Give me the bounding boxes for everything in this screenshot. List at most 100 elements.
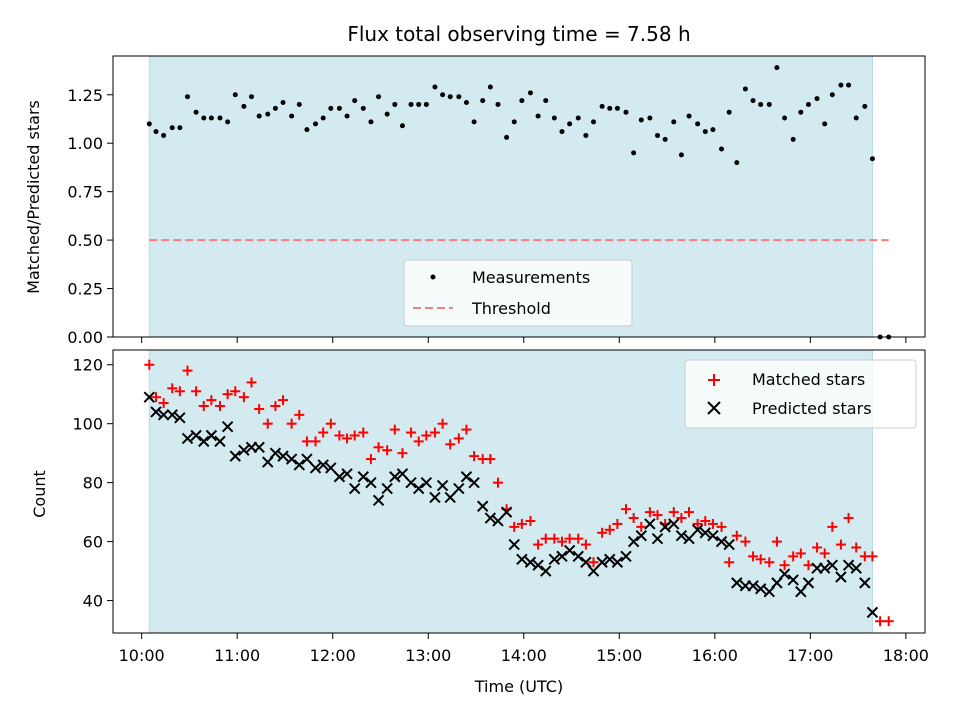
- bottom-legend: Matched stars Predicted stars: [684, 359, 917, 429]
- measurement-point: [241, 103, 247, 109]
- matched-star-point: [144, 359, 155, 370]
- measurement-point: [662, 136, 668, 142]
- predicted-star-point: [238, 444, 250, 456]
- predicted-star-point: [309, 462, 322, 474]
- matched-star-point: [373, 442, 384, 453]
- top-y-ticks: 0.00 0.25 0.50 0.75 1.00 1.25: [67, 86, 113, 347]
- measurement-point: [695, 121, 701, 127]
- legend-threshold-label: Threshold: [471, 299, 551, 318]
- matched-star-point: [628, 513, 639, 524]
- predicted-star-point: [468, 476, 480, 489]
- legend-predicted-label: Predicted stars: [752, 399, 872, 418]
- measurement-point: [846, 82, 852, 88]
- measurement-point: [256, 113, 262, 119]
- measurement-point: [392, 101, 398, 107]
- matched-star-point: [676, 513, 687, 524]
- measurement-point: [352, 98, 358, 104]
- measurement-point: [790, 136, 796, 142]
- measurement-point: [734, 160, 740, 166]
- predicted-star-point: [181, 432, 194, 445]
- bottom-plot-frame: [112, 349, 926, 634]
- x-tick-label: 15:00: [596, 646, 642, 665]
- measurement-point: [399, 123, 405, 129]
- legend-measurements-marker: [430, 274, 436, 280]
- matched-star-point: [453, 433, 464, 444]
- predicted-star-point: [731, 577, 743, 589]
- measurement-point: [146, 121, 152, 127]
- measurement-point: [614, 105, 620, 111]
- predicted-star-point: [389, 471, 401, 483]
- predicted-stars-points: [143, 391, 879, 619]
- predicted-star-point: [866, 606, 879, 619]
- measurement-point: [265, 111, 271, 117]
- x-tick-label: 16:00: [692, 646, 738, 665]
- top-legend: Measurements Threshold: [403, 259, 633, 327]
- predicted-star-point: [333, 471, 346, 483]
- predicted-star-point: [405, 476, 417, 489]
- measurement-point: [719, 146, 725, 152]
- matched-star-point: [246, 377, 257, 388]
- measurement-point: [185, 94, 191, 100]
- predicted-star-point: [500, 506, 513, 518]
- measurement-point: [408, 101, 414, 107]
- matched-star-point: [731, 530, 742, 541]
- predicted-star-point: [484, 512, 497, 524]
- bottom-legend-box: [684, 359, 917, 429]
- measurement-point: [360, 105, 366, 111]
- measurement-point: [774, 65, 780, 71]
- predicted-star-point: [348, 482, 361, 495]
- matched-star-point: [812, 542, 823, 553]
- measurement-point: [869, 156, 875, 162]
- matched-star-point: [286, 418, 297, 429]
- predicted-star-point: [143, 391, 156, 403]
- predicted-star-point: [627, 535, 640, 548]
- matched-star-point: [509, 521, 520, 532]
- predicted-star-point: [436, 479, 449, 492]
- x-tick-label: 13:00: [405, 646, 451, 665]
- matched-star-point: [652, 510, 663, 521]
- matched-star-point: [564, 533, 575, 544]
- x-tick-label: 10:00: [119, 646, 165, 665]
- matched-star-point: [771, 536, 782, 547]
- matched-star-point: [262, 418, 273, 429]
- measurement-point: [225, 119, 231, 125]
- measurement-point: [527, 90, 533, 96]
- measurement-point: [829, 92, 835, 98]
- measurement-point: [304, 127, 310, 133]
- matched-star-point: [692, 518, 703, 529]
- predicted-star-point: [524, 556, 537, 568]
- predicted-star-point: [293, 459, 305, 471]
- measurement-point: [647, 115, 653, 121]
- predicted-star-point: [859, 577, 871, 589]
- matched-star-point: [167, 383, 178, 394]
- predicted-star-point: [556, 550, 568, 563]
- predicted-star-point: [229, 450, 241, 462]
- matched-star-point: [461, 424, 472, 435]
- legend-matched-marker: [708, 374, 720, 386]
- matched-star-point: [325, 418, 336, 429]
- matched-star-point: [516, 518, 527, 529]
- top-y-axis-label: Matched/Predicted stars: [24, 100, 43, 294]
- matched-star-point: [724, 557, 735, 568]
- matched-star-point: [549, 533, 560, 544]
- predicted-star-point: [476, 500, 489, 512]
- matched-star-point: [485, 454, 496, 465]
- x-tick-label: 17:00: [787, 646, 833, 665]
- matched-star-point: [597, 527, 608, 538]
- matched-star-point: [294, 409, 305, 420]
- predicted-star-point: [429, 491, 441, 504]
- bottom-x-ticks: 10:00 11:00 12:00 13:00 14:00 15:00 16:00 17:00…: [119, 633, 929, 665]
- matched-star-point: [764, 557, 775, 568]
- top-panel: 0.00 0.25 0.50 0.75 1.00 1.25 Matched/Predict…: [24, 55, 926, 347]
- predicted-star-point: [611, 556, 624, 568]
- predicted-star-point: [285, 453, 298, 465]
- measurement-point: [249, 94, 255, 100]
- predicted-star-point: [420, 476, 433, 489]
- predicted-star-point: [787, 574, 799, 586]
- matched-star-point: [349, 430, 360, 441]
- measurement-point: [814, 96, 820, 102]
- predicted-star-point: [596, 556, 608, 568]
- matched-star-point: [827, 521, 838, 532]
- matched-star-point: [150, 392, 161, 403]
- legend-measurements-label: Measurements: [472, 268, 590, 287]
